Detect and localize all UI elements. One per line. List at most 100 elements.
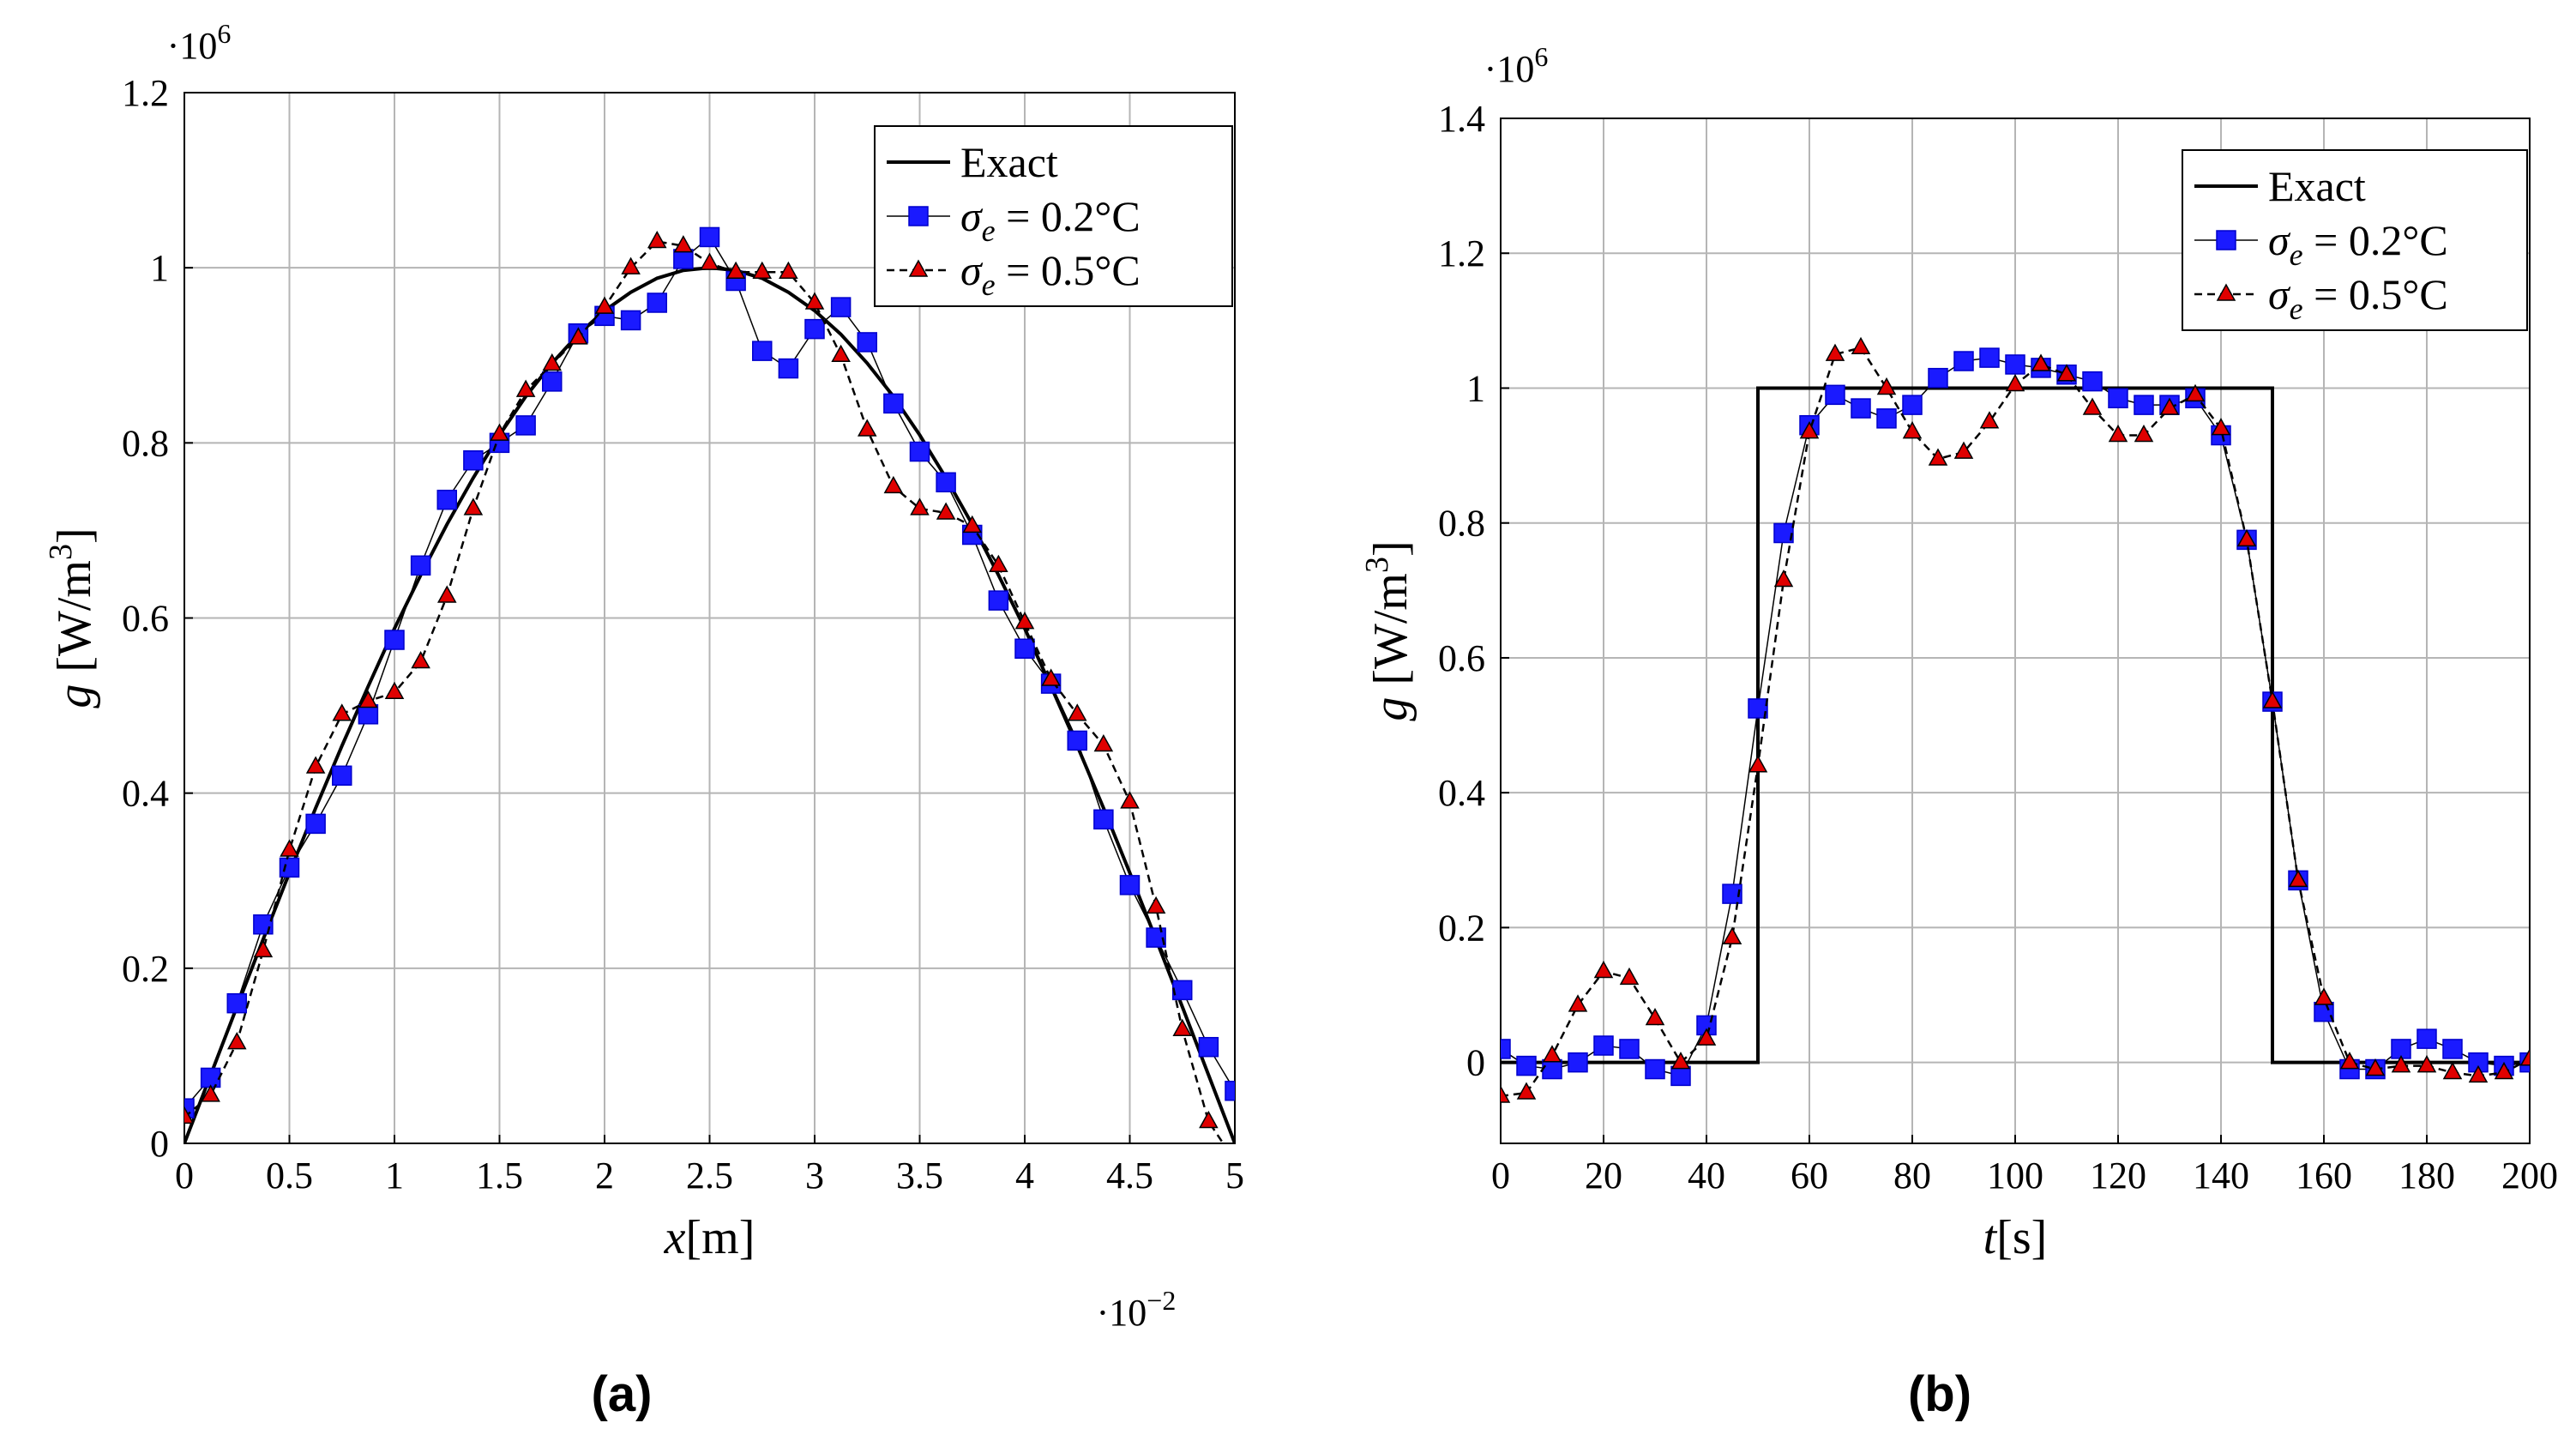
y-tick-label: 0: [1466, 1042, 1485, 1084]
x-tick-label: 3.5: [896, 1155, 943, 1197]
legend-label-rest: = 0.2°C: [2303, 216, 2448, 264]
data-point: [1225, 1081, 1235, 1101]
data-point: [594, 296, 615, 314]
x-tick-label: 3: [805, 1155, 824, 1197]
data-point: [1748, 755, 1768, 773]
x-tick-label: 200: [2501, 1155, 2558, 1197]
data-point: [1979, 411, 2000, 429]
figure-caption: (b): [1908, 1366, 1971, 1422]
data-point: [1119, 875, 1141, 895]
legend-marker: [2216, 283, 2236, 301]
data-point: [621, 256, 641, 274]
y-axis-title: g [W/m3]: [1359, 540, 1417, 721]
y-scale-label: ·106: [167, 18, 232, 67]
data-point: [804, 318, 825, 340]
data-point: [436, 489, 457, 510]
data-point: [2494, 1061, 2514, 1080]
data-point: [1670, 1065, 1691, 1087]
chart-b: 0 20 40 60 80 100 120 140 160 180 200 0 0.2 0.4 0.6 0.8…: [1359, 41, 2558, 1422]
data-point: [515, 415, 536, 436]
data-point: [2314, 987, 2334, 1005]
data-point: [1516, 1055, 1537, 1076]
data-point: [1568, 1052, 1588, 1073]
data-point: [1120, 791, 1140, 809]
y-axis-unit: [W/m: [48, 560, 101, 672]
data-point: [1172, 980, 1193, 1001]
data-point: [1799, 421, 1820, 439]
data-point: [2108, 424, 2128, 443]
data-point: [883, 393, 904, 414]
data-point: [253, 939, 274, 958]
legend-label-sub: e: [982, 268, 996, 302]
y-axis-unit: [W/m: [1364, 573, 1417, 685]
legend-label-var: σ: [960, 246, 984, 294]
data-point: [962, 515, 983, 534]
y-tick-label: 1.4: [1438, 98, 1485, 140]
data-point: [411, 650, 430, 669]
series-2: [1501, 336, 2530, 1103]
x-tick-label: 40: [1688, 1155, 1725, 1197]
data-point: [542, 353, 563, 371]
y-tick-label: 0.6: [1438, 637, 1485, 679]
legend-label-rest: = 0.5°C: [2303, 270, 2448, 318]
data-point: [2185, 383, 2206, 402]
data-point: [647, 292, 667, 313]
data-point: [226, 992, 247, 1014]
y-axis-unit-end: ]: [1364, 540, 1417, 557]
data-point: [1645, 1058, 1665, 1080]
data-point: [1825, 343, 1845, 361]
data-point: [1773, 522, 1794, 544]
data-point: [1928, 367, 1948, 389]
y-tick-label: 0.4: [122, 773, 169, 815]
x-tick-label: 20: [1585, 1155, 1622, 1197]
data-point: [1825, 384, 1845, 406]
data-point: [1902, 421, 1923, 439]
x-axis-unit: [m]: [686, 1211, 755, 1264]
data-point: [410, 555, 431, 576]
data-point: [1501, 1039, 1511, 1059]
data-point: [569, 327, 588, 345]
x-scale-label: ·10−2: [1097, 1285, 1177, 1334]
x-tick-label: 2.5: [686, 1155, 733, 1197]
data-point: [463, 450, 484, 471]
data-point: [1593, 960, 1614, 979]
data-point: [1172, 1018, 1193, 1037]
data-point: [463, 497, 484, 516]
y-scale-base: ·10: [1484, 48, 1535, 90]
x-tick-label: 2: [595, 1155, 614, 1197]
y-scale-exp: 6: [1534, 41, 1548, 72]
data-point: [1593, 1035, 1614, 1056]
x-tick-label: 1.5: [476, 1155, 523, 1197]
data-point: [1542, 1045, 1562, 1063]
data-point: [2468, 1064, 2489, 1083]
data-point: [647, 230, 667, 249]
data-point: [699, 226, 720, 248]
data-point: [778, 358, 799, 379]
data-point: [2519, 1048, 2530, 1066]
data-point: [620, 310, 641, 331]
data-point: [1876, 408, 1897, 429]
y-tick-label: 0.4: [1438, 772, 1485, 814]
y-axis-unit-sup: 3: [43, 544, 79, 560]
x-axis-var: t: [1983, 1211, 1998, 1264]
data-point: [436, 585, 457, 603]
data-point: [1619, 967, 1640, 986]
data-point: [1542, 1058, 1562, 1080]
legend-label: Exact: [2268, 162, 2366, 210]
data-point: [384, 681, 405, 700]
data-point: [1146, 895, 1166, 914]
data-point: [2211, 418, 2231, 436]
legend-item: σe = 0.2°C: [887, 192, 1141, 248]
data-point: [358, 690, 378, 708]
data-point: [2391, 1055, 2411, 1073]
data-point: [2417, 1028, 2437, 1049]
data-point: [2108, 388, 2128, 409]
data-point: [1773, 569, 1794, 588]
y-tick-label: 1: [1466, 367, 1485, 409]
data-point: [700, 252, 719, 270]
legend-item: σe = 0.2°C: [2194, 216, 2448, 272]
data-point: [2134, 424, 2154, 443]
